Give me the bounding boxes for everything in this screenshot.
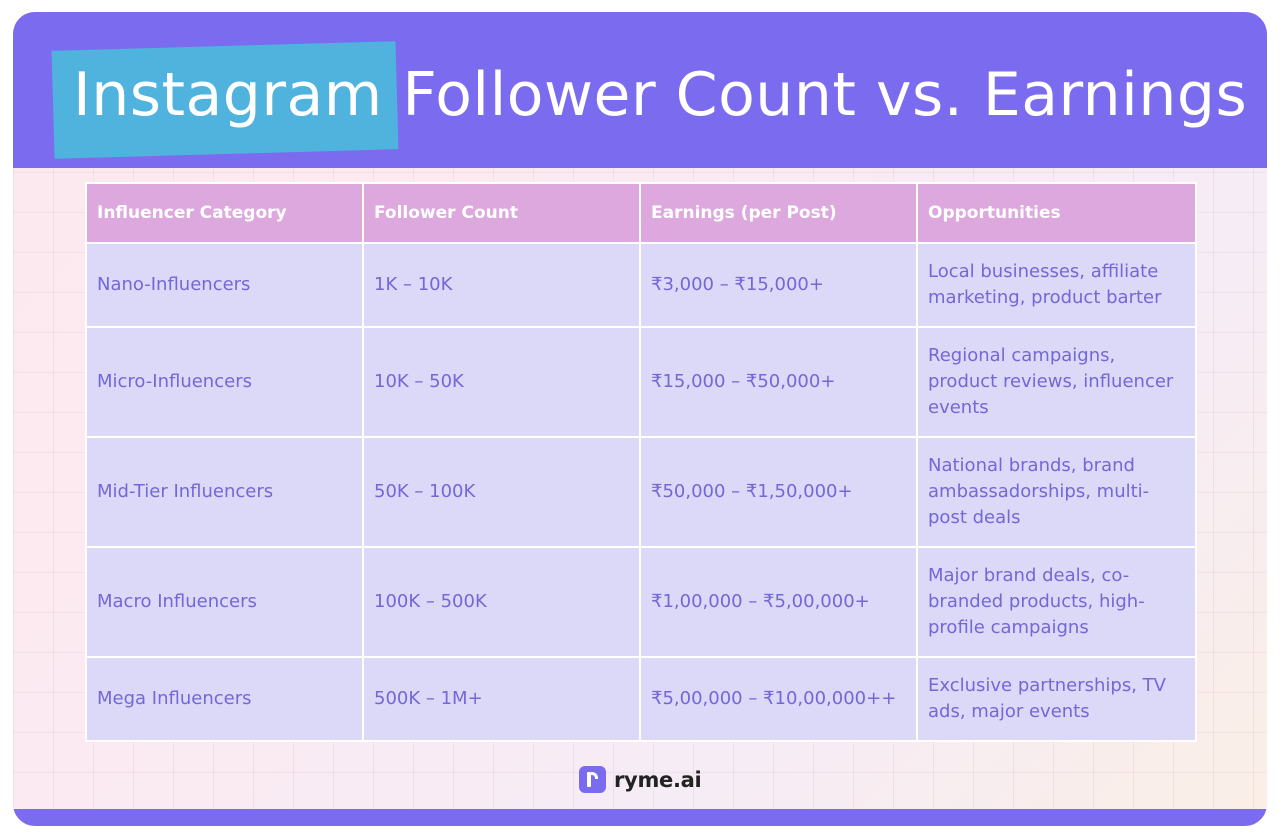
cell-opportunities: Major brand deals, co-branded products, … [916, 546, 1197, 658]
cell-earnings: ₹50,000 – ₹1,50,000+ [639, 436, 918, 548]
cell-opportunities: National brands, brand ambassadorships, … [916, 436, 1197, 548]
cell-category: Mid-Tier Influencers [85, 436, 364, 548]
column-header-followers: Follower Count [362, 182, 641, 244]
cell-followers: 10K – 50K [362, 326, 641, 438]
ryme-logo-icon [579, 766, 606, 793]
cell-followers: 500K – 1M+ [362, 656, 641, 742]
table-row: Mega Influencers 500K – 1M+ ₹5,00,000 – … [85, 656, 1197, 742]
cell-followers: 1K – 10K [362, 242, 641, 328]
brand-name: ryme.ai [614, 767, 702, 792]
cell-opportunities: Exclusive partnerships, TV ads, major ev… [916, 656, 1197, 742]
page-title: Instagram Follower Count vs. Earnings [73, 50, 1247, 140]
table-header-row: Influencer Category Follower Count Earni… [85, 182, 1197, 244]
table-row: Macro Influencers 100K – 500K ₹1,00,000 … [85, 546, 1197, 658]
brand-logo: ryme.ai [579, 766, 702, 793]
cell-category: Macro Influencers [85, 546, 364, 658]
table-row: Micro-Influencers 10K – 50K ₹15,000 – ₹5… [85, 326, 1197, 438]
cell-earnings: ₹15,000 – ₹50,000+ [639, 326, 918, 438]
cell-earnings: ₹1,00,000 – ₹5,00,000+ [639, 546, 918, 658]
cell-category: Mega Influencers [85, 656, 364, 742]
cell-category: Micro-Influencers [85, 326, 364, 438]
footer-bar [13, 809, 1267, 826]
cell-category: Nano-Influencers [85, 242, 364, 328]
earnings-table: Influencer Category Follower Count Earni… [85, 182, 1197, 742]
column-header-opportunities: Opportunities [916, 182, 1197, 244]
table-row: Mid-Tier Influencers 50K – 100K ₹50,000 … [85, 436, 1197, 548]
title-rest: Follower Count vs. Earnings [402, 60, 1248, 130]
cell-earnings: ₹5,00,000 – ₹10,00,000++ [639, 656, 918, 742]
table-row: Nano-Influencers 1K – 10K ₹3,000 – ₹15,0… [85, 242, 1197, 328]
header-banner: Instagram Follower Count vs. Earnings [13, 12, 1267, 168]
infographic-card: Instagram Follower Count vs. Earnings In… [13, 12, 1267, 826]
cell-followers: 50K – 100K [362, 436, 641, 548]
cell-opportunities: Regional campaigns, product reviews, inf… [916, 326, 1197, 438]
title-highlight-word: Instagram [73, 60, 383, 130]
cell-followers: 100K – 500K [362, 546, 641, 658]
cell-earnings: ₹3,000 – ₹15,000+ [639, 242, 918, 328]
column-header-category: Influencer Category [85, 182, 364, 244]
column-header-earnings: Earnings (per Post) [639, 182, 918, 244]
cell-opportunities: Local businesses, affiliate marketing, p… [916, 242, 1197, 328]
